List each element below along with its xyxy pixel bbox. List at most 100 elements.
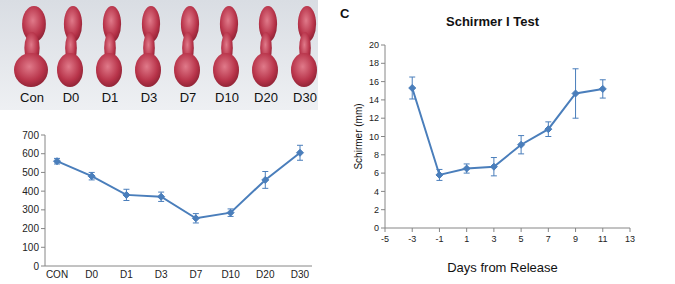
y-tick-label: 14 — [369, 95, 379, 105]
y-tick-label: 10 — [369, 132, 379, 142]
x-tick-label: -3 — [408, 234, 416, 244]
error-bar — [262, 171, 268, 188]
marker — [409, 85, 416, 92]
tissue-lobe — [174, 53, 200, 87]
y-tick — [41, 172, 45, 173]
x-tick-label: D0 — [85, 269, 98, 280]
x-tick-label: D20 — [256, 269, 275, 280]
tissue-lobe — [14, 53, 48, 87]
y-tick — [381, 136, 385, 137]
x-tick-label: D3 — [155, 269, 168, 280]
y-tick — [41, 153, 45, 154]
y-tick — [381, 99, 385, 100]
error-bar — [54, 158, 60, 164]
y-tick-label: 8 — [374, 150, 379, 160]
error-bar — [573, 69, 579, 118]
x-tick-label: -5 — [381, 234, 389, 244]
y-tick — [41, 228, 45, 229]
y-tick-label: 16 — [369, 77, 379, 87]
marker — [297, 149, 304, 156]
chart: 02468101214161820-5-3-1135791113Schirmer… — [340, 6, 635, 275]
y-tick-label: 400 — [22, 186, 39, 197]
x-tick-label: CON — [46, 269, 68, 280]
tissue-sample — [213, 6, 239, 87]
y-tick — [41, 266, 45, 267]
y-tick — [381, 118, 385, 119]
y-tick-label: 20 — [369, 40, 379, 50]
marker — [463, 165, 470, 172]
y-axis — [45, 135, 46, 266]
y-tick-label: 700 — [22, 130, 39, 141]
marker — [192, 215, 199, 222]
x-tick-label: -1 — [435, 234, 443, 244]
marker — [123, 191, 130, 198]
photo-label: D20 — [254, 90, 278, 105]
photo-label: D10 — [215, 90, 239, 105]
x-axis — [385, 228, 630, 229]
marker — [490, 163, 497, 170]
y-tick — [381, 45, 385, 46]
x-tick-label: D10 — [221, 269, 240, 280]
marker — [545, 126, 552, 133]
marker — [88, 173, 95, 180]
tissue-lobe — [213, 53, 239, 87]
x-tick — [466, 228, 467, 232]
tissue-lobe — [96, 53, 122, 87]
plot-area — [54, 145, 304, 223]
x-tick-label: 13 — [625, 234, 635, 244]
marker — [436, 171, 443, 178]
x-tick-label: 7 — [546, 234, 551, 244]
y-tick — [41, 209, 45, 210]
error-bar — [491, 158, 497, 176]
x-tick-label: 1 — [464, 234, 469, 244]
y-tick — [381, 63, 385, 64]
marker — [518, 141, 525, 148]
tissue-sample — [174, 6, 200, 87]
tissue-lobe — [252, 53, 278, 87]
tissue-sample — [291, 6, 317, 87]
tissue-sample — [135, 6, 161, 87]
y-tick-label: 100 — [22, 242, 39, 253]
tissue-lobe — [57, 53, 83, 87]
panel-label: C — [340, 6, 350, 21]
photo-label: D1 — [102, 90, 119, 105]
x-axis-label: Days from Release — [447, 260, 558, 275]
x-tick — [385, 228, 386, 232]
y-tick — [381, 154, 385, 155]
marker — [572, 90, 579, 97]
y-tick — [381, 228, 385, 229]
x-tick-label: 5 — [519, 234, 524, 244]
photo-label: D0 — [63, 90, 80, 105]
x-tick — [521, 228, 522, 232]
y-tick-label: 2 — [374, 205, 379, 215]
y-tick-label: 600 — [22, 148, 39, 159]
y-tick-label: 500 — [22, 167, 39, 178]
y-tick-label: 12 — [369, 113, 379, 123]
x-tick-label: D7 — [189, 269, 202, 280]
tissue-sample — [96, 6, 122, 87]
marker — [54, 158, 61, 165]
x-tick — [575, 228, 576, 232]
y-tick-label: 4 — [374, 187, 379, 197]
photo-label: D7 — [180, 90, 197, 105]
x-tick — [548, 228, 549, 232]
y-tick-label: 18 — [369, 58, 379, 68]
y-axis-label: Schirmer (mm) — [353, 103, 364, 169]
marker — [158, 193, 165, 200]
x-tick-label: D1 — [120, 269, 133, 280]
marker — [599, 85, 606, 92]
x-tick — [602, 228, 603, 232]
x-tick-label: 3 — [491, 234, 496, 244]
photo-label: D3 — [141, 90, 158, 105]
y-tick-label: 0 — [33, 261, 39, 272]
error-bar — [89, 172, 95, 179]
photo-background — [0, 0, 318, 110]
y-tick — [41, 247, 45, 248]
marker — [262, 176, 269, 183]
x-tick-label: 9 — [573, 234, 578, 244]
y-tick-label: 0 — [374, 223, 379, 233]
photo: ConD0D1D3D7D10D20D30 — [0, 0, 318, 110]
y-tick — [41, 191, 45, 192]
y-tick — [381, 209, 385, 210]
tissue-lobe — [291, 53, 317, 87]
